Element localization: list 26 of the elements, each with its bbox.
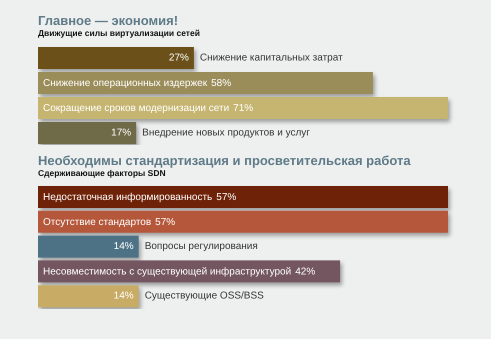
data-label: 27% (168, 52, 190, 64)
data-label: 14% (114, 241, 134, 252)
y-tick-label: Отсутствие стандартов (43, 216, 152, 228)
y-tick-label: Существующие OSS/BSS (144, 290, 264, 302)
bar (38, 72, 373, 94)
y-tick-label: Снижение капитальных затрат (200, 52, 344, 64)
y-tick-label: Вопросы регулирования (144, 241, 258, 252)
y-tick-label: Недостаточная информированность (43, 192, 212, 202)
data-label: 14% (114, 290, 134, 302)
data-label: 71% (233, 102, 254, 114)
y-tick-label: Несовместимость с существующей инфраструктурой (43, 266, 292, 277)
data-label: 58% (211, 78, 232, 88)
bar (38, 47, 194, 69)
chart-title: Главное — экономия! (38, 13, 180, 28)
data-label: 42% (295, 266, 316, 277)
bar (38, 97, 448, 119)
y-tick-label: Внедрение новых продуктов и услуг (142, 128, 310, 138)
chart-subtitle: Движущие силы виртуализации сетей (38, 28, 201, 39)
y-tick-label: Сокращение сроков модернизации сети (43, 102, 230, 114)
bar (38, 122, 136, 144)
data-label: 57% (155, 216, 176, 228)
chart-subtitle: Сдерживающие факторы SDN (38, 168, 167, 179)
y-tick-label: Снижение операционных издержек (43, 78, 208, 88)
data-label: 17% (111, 128, 132, 138)
chart-title: Необходимы стандартизация и просветительская работа (38, 153, 412, 168)
data-label: 57% (216, 192, 236, 202)
